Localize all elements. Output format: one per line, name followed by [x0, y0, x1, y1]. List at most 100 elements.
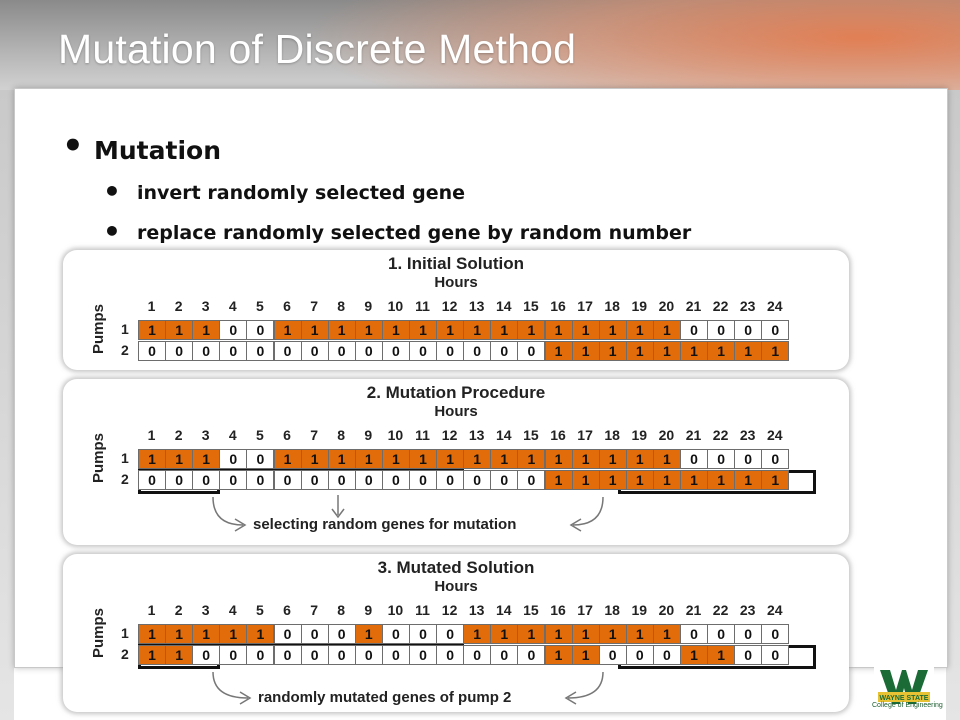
gene-cell: 1	[490, 449, 519, 469]
hour-number: 15	[523, 427, 539, 443]
gene-cell: 1	[381, 320, 410, 340]
gene-cell: 0	[354, 470, 383, 490]
hour-number: 22	[712, 427, 729, 443]
sub-bullet-text: replace randomly selected gene by random…	[137, 222, 692, 244]
gene-cell: 1	[490, 320, 519, 340]
gene-cell: 1	[652, 320, 681, 340]
hour-number: 5	[255, 602, 264, 618]
hour-number: 1	[147, 298, 156, 314]
hour-number: 2	[174, 602, 183, 618]
gene-cell: 1	[436, 320, 465, 340]
hour-number: 17	[577, 427, 593, 443]
gene-cell: 1	[598, 449, 627, 469]
gene-cell: 0	[598, 645, 627, 665]
gene-cell: 0	[652, 645, 681, 665]
gene-cell: 1	[761, 470, 790, 490]
gene-cell: 1	[138, 624, 166, 644]
gene-cell: 1	[354, 449, 383, 469]
panel-title: 2. Mutation Procedure	[366, 383, 546, 402]
hour-number: 24	[767, 298, 783, 314]
gene-cell: 0	[219, 645, 248, 665]
gene-cell: 1	[517, 624, 546, 644]
slide-left-border	[0, 90, 14, 720]
gene-cell: 1	[544, 320, 573, 340]
gene-cell: 1	[571, 320, 600, 340]
gene-cell: 0	[246, 645, 275, 665]
gene-cell: 1	[517, 449, 546, 469]
hour-number: 3	[201, 298, 210, 314]
gene-cell: 0	[625, 645, 654, 665]
gene-cell: 0	[517, 470, 546, 490]
gene-cell: 1	[192, 320, 221, 340]
gene-cell: 1	[138, 645, 166, 665]
gene-cell: 1	[652, 449, 681, 469]
hour-number: 6	[283, 602, 291, 618]
gene-cell: 0	[246, 320, 275, 340]
hour-number: 16	[550, 298, 566, 314]
pump-row-label: 1	[121, 450, 129, 466]
panel-title: 3. Mutated Solution	[377, 558, 535, 577]
gene-cell: 1	[571, 624, 600, 644]
hours-label: Hours	[434, 403, 478, 420]
hour-number: 13	[468, 602, 485, 618]
gene-cell: 0	[327, 341, 356, 361]
gene-cell: 1	[734, 470, 763, 490]
gene-cell: 0	[354, 341, 383, 361]
gene-cell: 1	[138, 320, 166, 340]
hour-number: 19	[631, 602, 648, 618]
gene-cell: 1	[192, 449, 221, 469]
hour-number: 12	[441, 298, 458, 314]
hour-number: 24	[767, 602, 783, 618]
gene-cell: 1	[544, 449, 573, 469]
gene-cell: 1	[273, 320, 302, 340]
gene-cell: 1	[165, 449, 194, 469]
gene-cell: 1	[680, 645, 708, 665]
hour-number: 14	[496, 298, 512, 314]
gene-cell: 1	[409, 320, 437, 340]
hour-number: 23	[739, 427, 756, 443]
hour-number: 14	[496, 602, 512, 618]
gene-cell: 0	[680, 320, 708, 340]
gene-cell: 1	[625, 449, 654, 469]
hour-number: 10	[387, 298, 404, 314]
hour-number: 8	[337, 427, 346, 443]
gene-cell: 0	[436, 470, 465, 490]
main-bullet-text: Mutation	[94, 136, 221, 165]
gene-cell: 1	[571, 645, 600, 665]
gene-cell: 1	[761, 341, 790, 361]
gene-cell: 1	[544, 470, 573, 490]
gene-cell: 1	[246, 624, 275, 644]
gene-cell: 0	[734, 320, 763, 340]
gene-cell: 1	[680, 341, 708, 361]
gene-cell: 0	[734, 449, 763, 469]
gene-cell: 1	[409, 449, 437, 469]
hour-number: 6	[283, 427, 291, 443]
gene-cell: 0	[246, 449, 275, 469]
gene-cell: 0	[761, 449, 790, 469]
selection-arrows	[212, 495, 604, 532]
hour-number: 21	[685, 427, 702, 443]
bullet-dot: •	[103, 175, 121, 208]
gene-cell: 0	[381, 470, 410, 490]
hour-number: 6	[283, 298, 291, 314]
bullet-dot: •	[62, 126, 84, 166]
gene-cell: 1	[598, 470, 627, 490]
gene-cell: 0	[165, 341, 194, 361]
procedure-caption: selecting random genes for mutation	[253, 516, 517, 533]
gene-cell: 0	[707, 624, 736, 644]
hour-number: 21	[685, 298, 702, 314]
gene-cell: 0	[300, 470, 329, 490]
gene-cell: 1	[598, 341, 627, 361]
hour-number: 21	[685, 602, 702, 618]
gene-cell: 0	[300, 341, 329, 361]
gene-cell: 1	[354, 320, 383, 340]
hour-number: 9	[364, 427, 373, 443]
hour-number: 18	[604, 602, 620, 618]
gene-cell: 0	[463, 341, 492, 361]
gene-cell: 1	[680, 470, 708, 490]
gene-cell: 0	[436, 341, 465, 361]
hour-number: 14	[496, 427, 512, 443]
gene-cell: 0	[219, 470, 248, 490]
hour-number: 2	[174, 298, 183, 314]
gene-cell: 1	[192, 624, 221, 644]
